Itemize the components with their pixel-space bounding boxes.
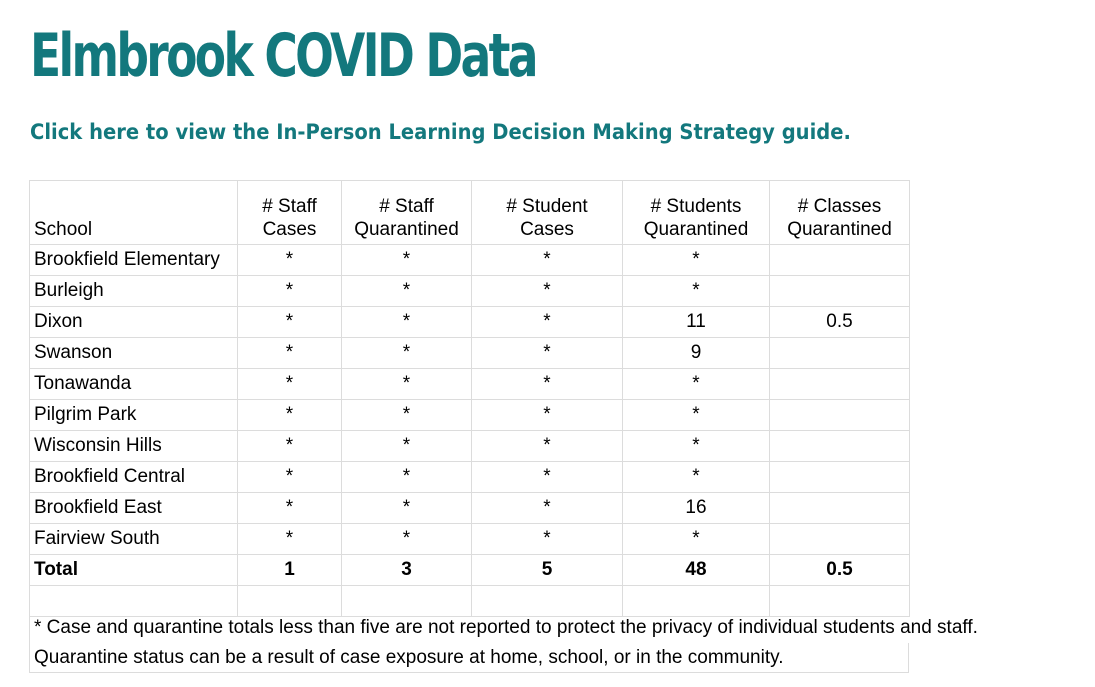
footnotes: * Case and quarantine totals less than f… (29, 613, 1029, 673)
school-cell: Brookfield East (29, 492, 238, 524)
school-cell: Pilgrim Park (29, 399, 238, 431)
empty-row (29, 585, 910, 617)
total-row: Total 1 3 5 48 0.5 (29, 554, 910, 586)
total-staff-cases: 1 (237, 554, 342, 586)
staff-quarantined-cell: * (341, 275, 472, 307)
classes-quarantined-cell (769, 368, 910, 400)
student-cases-cell: * (471, 368, 623, 400)
header-students-quarantined: # Students Quarantined (622, 180, 770, 245)
students-quarantined-cell: * (622, 523, 770, 555)
school-cell: Brookfield Central (29, 461, 238, 493)
students-quarantined-cell: * (622, 399, 770, 431)
table-row: Brookfield East * * * 16 (29, 492, 910, 524)
staff-cases-cell: * (237, 244, 342, 276)
header-school: School (29, 180, 238, 245)
empty-cell (237, 585, 342, 617)
quarantine-note: Quarantine status can be a result of cas… (29, 643, 909, 673)
staff-cases-cell: * (237, 399, 342, 431)
staff-quarantined-cell: * (341, 368, 472, 400)
student-cases-cell: * (471, 430, 623, 462)
classes-quarantined-cell (769, 275, 910, 307)
staff-cases-cell: * (237, 275, 342, 307)
staff-quarantined-cell: * (341, 430, 472, 462)
school-cell: Swanson (29, 337, 238, 369)
staff-quarantined-cell: * (341, 492, 472, 524)
table-body: Brookfield Elementary * * * * Burleigh *… (29, 244, 910, 617)
staff-cases-cell: * (237, 368, 342, 400)
header-student-cases: # Student Cases (471, 180, 623, 245)
school-cell: Wisconsin Hills (29, 430, 238, 462)
staff-cases-cell: * (237, 461, 342, 493)
empty-cell (622, 585, 770, 617)
table-header-row: School # Staff Cases # Staff Quarantined #… (29, 180, 910, 245)
total-student-cases: 5 (471, 554, 623, 586)
classes-quarantined-cell (769, 430, 910, 462)
empty-cell (341, 585, 472, 617)
staff-quarantined-cell: * (341, 523, 472, 555)
total-classes-quarantined: 0.5 (769, 554, 910, 586)
classes-quarantined-cell (769, 337, 910, 369)
student-cases-cell: * (471, 337, 623, 369)
table-row: Swanson * * * 9 (29, 337, 910, 369)
table-row: Fairview South * * * * (29, 523, 910, 555)
header-classes-quarantined: # Classes Quarantined (769, 180, 910, 245)
classes-quarantined-cell (769, 461, 910, 493)
student-cases-cell: * (471, 492, 623, 524)
staff-cases-cell: * (237, 430, 342, 462)
classes-quarantined-cell (769, 244, 910, 276)
table-row: Wisconsin Hills * * * * (29, 430, 910, 462)
student-cases-cell: * (471, 399, 623, 431)
students-quarantined-cell: 11 (622, 306, 770, 338)
school-cell: Burleigh (29, 275, 238, 307)
students-quarantined-cell: * (622, 461, 770, 493)
total-label: Total (29, 554, 238, 586)
student-cases-cell: * (471, 244, 623, 276)
privacy-note: * Case and quarantine totals less than f… (29, 613, 1029, 643)
table-row: Burleigh * * * * (29, 275, 910, 307)
staff-quarantined-cell: * (341, 461, 472, 493)
student-cases-cell: * (471, 523, 623, 555)
table-row: Tonawanda * * * * (29, 368, 910, 400)
total-students-quarantined: 48 (622, 554, 770, 586)
empty-cell (471, 585, 623, 617)
empty-cell (29, 585, 238, 617)
student-cases-cell: * (471, 275, 623, 307)
school-cell: Fairview South (29, 523, 238, 555)
table-row: Pilgrim Park * * * * (29, 399, 910, 431)
staff-cases-cell: * (237, 523, 342, 555)
strategy-guide-link[interactable]: Click here to view the In-Person Learnin… (30, 120, 851, 144)
staff-cases-cell: * (237, 306, 342, 338)
students-quarantined-cell: * (622, 430, 770, 462)
students-quarantined-cell: * (622, 244, 770, 276)
table-row: Dixon * * * 11 0.5 (29, 306, 910, 338)
staff-quarantined-cell: * (341, 399, 472, 431)
staff-cases-cell: * (237, 337, 342, 369)
classes-quarantined-cell (769, 492, 910, 524)
students-quarantined-cell: * (622, 368, 770, 400)
covid-data-table: School # Staff Cases # Staff Quarantined #… (29, 180, 910, 617)
school-cell: Dixon (29, 306, 238, 338)
students-quarantined-cell: * (622, 275, 770, 307)
staff-quarantined-cell: * (341, 337, 472, 369)
student-cases-cell: * (471, 306, 623, 338)
school-cell: Tonawanda (29, 368, 238, 400)
school-cell: Brookfield Elementary (29, 244, 238, 276)
header-staff-cases: # Staff Cases (237, 180, 342, 245)
header-staff-quarantined: # Staff Quarantined (341, 180, 472, 245)
table-row: Brookfield Central * * * * (29, 461, 910, 493)
staff-quarantined-cell: * (341, 306, 472, 338)
staff-quarantined-cell: * (341, 244, 472, 276)
table-row: Brookfield Elementary * * * * (29, 244, 910, 276)
page-title: Elmbrook COVID Data (30, 21, 539, 91)
staff-cases-cell: * (237, 492, 342, 524)
empty-cell (769, 585, 910, 617)
students-quarantined-cell: 16 (622, 492, 770, 524)
classes-quarantined-cell (769, 399, 910, 431)
student-cases-cell: * (471, 461, 623, 493)
total-staff-quarantined: 3 (341, 554, 472, 586)
classes-quarantined-cell (769, 523, 910, 555)
classes-quarantined-cell: 0.5 (769, 306, 910, 338)
students-quarantined-cell: 9 (622, 337, 770, 369)
